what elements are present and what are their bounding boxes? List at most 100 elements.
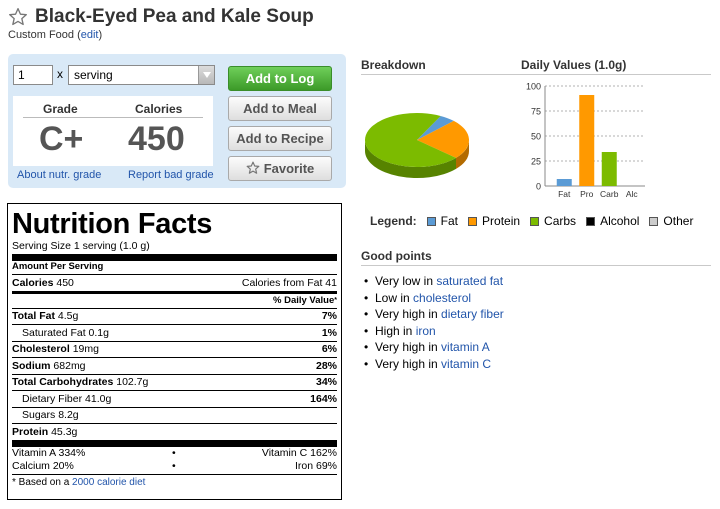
legend-fat-label: Fat — [440, 214, 459, 228]
star-icon — [246, 161, 260, 174]
unit-select-value: serving — [74, 68, 113, 82]
legend-item-fat: Fat — [426, 214, 459, 228]
vitamin-c: Vitamin C 162% — [261, 446, 337, 459]
total-fat-amount: 4.5g — [57, 310, 79, 322]
daily-values-heading: Daily Values (1.0g) — [521, 58, 627, 72]
report-grade-link[interactable]: Report bad grade — [128, 169, 214, 181]
iron-link[interactable]: iron — [415, 323, 436, 338]
saturated-fat-amount: 0.1g — [88, 326, 109, 339]
subtitle-text: Custom Food ( — [8, 29, 81, 41]
grade-divider — [23, 117, 203, 118]
pie-slice-carbs — [365, 113, 457, 167]
total-carbs-row: Total Carbohydrates 102.7g 34% — [12, 373, 337, 391]
favorite-star-icon[interactable] — [8, 7, 28, 27]
y-tick-label: 0 — [536, 182, 541, 192]
nutrition-facts-title: Nutrition Facts — [12, 208, 213, 240]
protein-row: Protein 45.3g — [12, 423, 337, 440]
cholesterol-dv: 6% — [321, 343, 337, 355]
vitamin-a-link[interactable]: vitamin A — [441, 340, 490, 354]
total-fat-row: Total Fat 4.5g 7% — [12, 307, 337, 325]
favorite-button[interactable]: Favorite — [228, 156, 332, 181]
daily-value-header-text: % Daily Value — [273, 294, 335, 306]
calories-row-value: 450 — [56, 276, 74, 289]
total-carbs-amount: 102.7g — [116, 376, 149, 388]
list-item: Low in cholesterol — [362, 290, 504, 307]
x-tick-label: Fat — [558, 189, 571, 199]
pie-slice-fat — [417, 115, 454, 140]
sodium-row: Sodium 682mg 28% — [12, 357, 337, 374]
y-tick-label: 50 — [531, 132, 541, 142]
legend-carbs-label: Carbs — [544, 214, 577, 228]
dietary-fiber-dv: 164% — [310, 392, 337, 405]
nutrition-footnote: * Based on a 2000 calorie diet — [12, 473, 337, 490]
subtitle-close: ) — [98, 29, 103, 41]
good-point-text: Very low in — [375, 274, 437, 288]
add-to-log-button[interactable]: Add to Log — [228, 66, 332, 91]
pie-side-protein — [456, 140, 469, 169]
dietary-fiber-link[interactable]: dietary fiber — [441, 307, 504, 321]
unit-select[interactable]: serving — [68, 65, 215, 85]
legend-label: Legend: — [370, 214, 417, 228]
legend-item-carbs: Carbs — [530, 214, 576, 228]
amount-per-serving: Amount Per Serving — [12, 254, 337, 274]
saturated-fat-dv: 1% — [321, 326, 337, 339]
y-tick-label: 25 — [531, 157, 541, 167]
grade-label: Grade — [43, 102, 78, 116]
daily-value-star: * — [334, 296, 337, 304]
about-grade-link[interactable]: About nutr. grade — [17, 169, 102, 181]
vitamin-c-link[interactable]: vitamin C — [441, 356, 492, 371]
sodium-label: Sodium — [12, 359, 51, 372]
dietary-fiber-label: Dietary Fiber — [22, 392, 83, 405]
saturated-fat-link[interactable]: saturated fat — [436, 274, 504, 288]
protein-amount: 45.3g — [51, 425, 78, 438]
other-swatch — [649, 216, 659, 226]
pie-side-carbs — [365, 140, 457, 178]
protein-label: Protein — [12, 425, 49, 438]
chevron-down-icon[interactable] — [198, 66, 214, 84]
serving-size: Serving Size 1 serving (1.0 g) — [12, 240, 337, 254]
vitamin-a: Vitamin A 334% — [12, 446, 86, 459]
carbs-swatch — [530, 216, 540, 226]
edit-link[interactable]: edit — [80, 29, 99, 41]
bar-pro — [579, 95, 595, 186]
total-carbs-dv: 34% — [315, 376, 337, 388]
legend-item-alcohol: Alcohol — [586, 214, 639, 228]
daily-values-bar-chart: 100 75 50 25 0 Fat Pro Carb Alc — [526, 82, 645, 199]
amount-per-serving-text: Amount Per Serving — [12, 261, 104, 272]
sodium-dv: 28% — [315, 359, 337, 372]
breakdown-pie-chart — [365, 113, 469, 178]
legend-protein-label: Protein — [482, 214, 521, 228]
times-label: x — [57, 67, 63, 81]
breakdown-heading: Breakdown — [361, 58, 426, 72]
good-points-list: Very low in saturated fat Low in cholest… — [362, 273, 504, 372]
nutrition-facts-label: Nutrition Facts Serving Size 1 serving (… — [7, 203, 342, 500]
add-to-recipe-button[interactable]: Add to Recipe — [228, 126, 332, 151]
x-tick-label: Carb — [600, 189, 619, 199]
pie-slice-protein — [417, 120, 469, 158]
total-carbs-label: Total Carbohydrates — [12, 376, 114, 388]
cholesterol-link[interactable]: cholesterol — [413, 290, 472, 305]
sugars-amount: 8.2g — [58, 409, 79, 421]
legend-other-label: Other — [663, 214, 694, 228]
x-tick-label: Alc — [626, 189, 639, 199]
cholesterol-label: Cholesterol — [12, 343, 70, 355]
saturated-fat-row: Saturated Fat 0.1g 1% — [12, 324, 337, 341]
food-controls-panel: 1 x serving Grade Calories C+ 450 About … — [8, 54, 346, 188]
legend-item-protein: Protein — [468, 214, 520, 228]
list-item: Very high in vitamin A — [362, 339, 504, 356]
sugars-label: Sugars — [22, 409, 56, 421]
vitamin-bullet: • — [172, 446, 176, 459]
legend-alcohol-label: Alcohol — [600, 214, 640, 228]
cholesterol-row: Cholesterol 19mg 6% — [12, 340, 337, 358]
quantity-input[interactable]: 1 — [13, 65, 53, 85]
dietary-fiber-amount: 41.0g — [85, 392, 112, 405]
calories-row-label: Calories — [12, 276, 54, 289]
calorie-diet-link[interactable]: 2000 calorie diet — [72, 476, 146, 488]
list-item: Very high in dietary fiber — [362, 306, 504, 323]
calcium: Calcium 20% — [12, 460, 74, 472]
grade-box: Grade Calories C+ 450 — [13, 96, 213, 166]
favorite-label: Favorite — [263, 161, 315, 176]
add-to-meal-button[interactable]: Add to Meal — [228, 96, 332, 121]
chart-legend: Legend: Fat Protein Carbs Alcohol Other — [370, 214, 703, 228]
list-item: Very high in vitamin C — [362, 356, 504, 373]
